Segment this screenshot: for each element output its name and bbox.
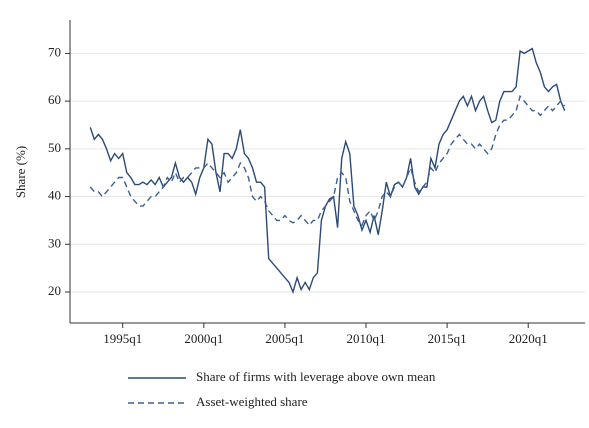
x-tick-label: 2020q1 <box>509 331 548 346</box>
y-tick-label: 30 <box>48 235 61 250</box>
legend-label: Share of firms with leverage above own m… <box>196 369 436 384</box>
series-line <box>89 47 566 295</box>
series-line <box>89 94 566 227</box>
y-tick-label: 60 <box>48 92 61 107</box>
x-tick-label: 2005q1 <box>265 331 304 346</box>
y-tick-label: 20 <box>48 283 61 298</box>
x-tick-label: 2000q1 <box>184 331 223 346</box>
x-tick-label: 2010q1 <box>347 331 386 346</box>
y-tick-label: 70 <box>48 44 61 59</box>
y-tick-label: 50 <box>48 140 61 155</box>
legend-label: Asset-weighted share <box>196 394 308 409</box>
y-tick-label: 40 <box>48 188 61 203</box>
y-axis-label: Share (%) <box>13 146 28 198</box>
x-tick-label: 2015q1 <box>428 331 467 346</box>
x-tick-label: 1995q1 <box>103 331 142 346</box>
